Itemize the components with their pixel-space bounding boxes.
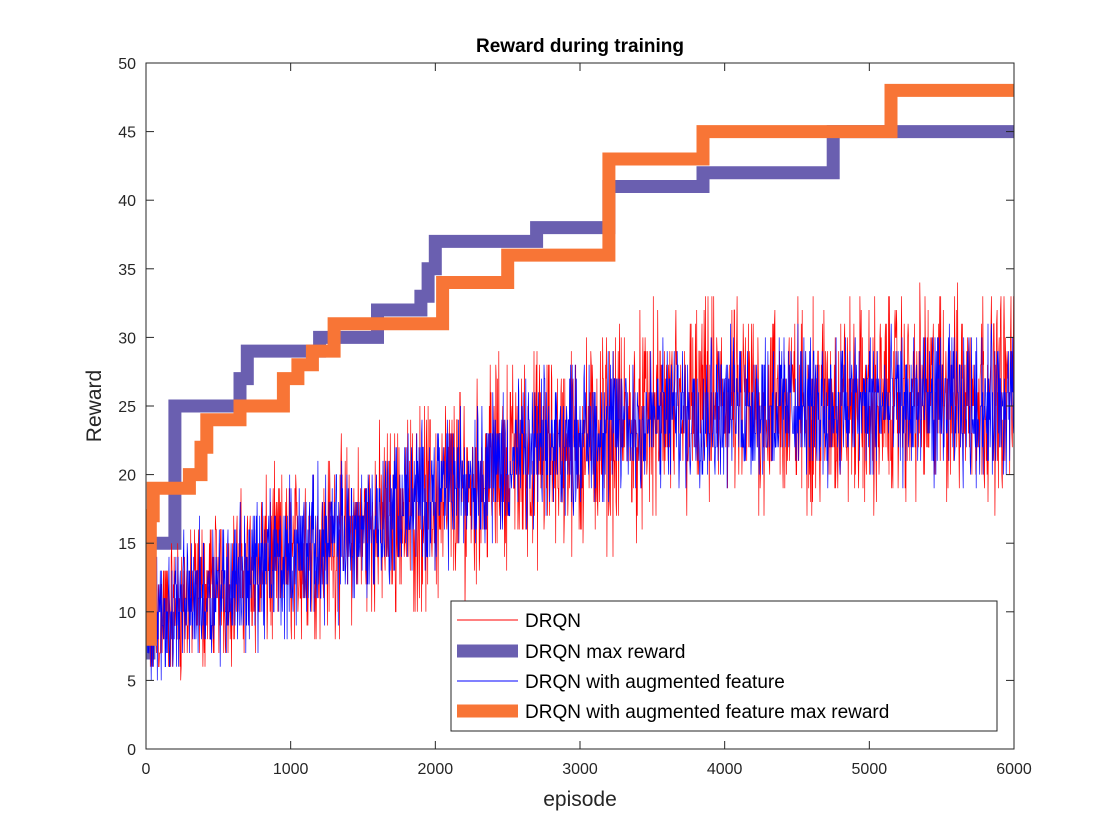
y-tick-label: 5 — [127, 673, 136, 690]
x-axis-label: episode — [543, 788, 617, 811]
legend-label-drqn-with-augmented-feature-max-reward: DRQN with augmented feature max reward — [525, 702, 889, 723]
series-drqn-with-augmented-feature-line — [146, 323, 1014, 681]
legend-box — [450, 600, 998, 732]
x-tick-label: 2000 — [418, 761, 454, 778]
x-tick-label: 0 — [142, 761, 151, 778]
y-tick-label: 10 — [118, 605, 136, 622]
legend-label-drqn: DRQN — [525, 611, 581, 632]
legend-label-drqn-max-reward: DRQN max reward — [525, 642, 685, 663]
y-tick-label: 15 — [118, 536, 136, 553]
y-axis-label: Reward — [83, 370, 106, 442]
chart-title: Reward during training — [476, 36, 684, 57]
x-tick-label: 5000 — [852, 761, 888, 778]
series-drqn-with-augmented-feature-max-reward-line — [146, 83, 1014, 646]
y-tick-label: 35 — [118, 262, 136, 279]
y-tick-label: 45 — [118, 125, 136, 142]
legend-label-drqn-with-augmented-feature: DRQN with augmented feature — [525, 672, 785, 693]
x-tick-label: 4000 — [707, 761, 743, 778]
y-tick-label: 40 — [118, 193, 136, 210]
x-tick-label: 3000 — [562, 761, 598, 778]
legend: DRQN DRQN max reward DRQN with augmented f… — [450, 600, 998, 732]
y-tick-label: 25 — [118, 399, 136, 416]
x-tick-label: 6000 — [996, 761, 1032, 778]
series-drqn-max-reward-line — [146, 125, 1014, 660]
y-tick-label: 30 — [118, 330, 136, 347]
y-tick-label: 0 — [127, 742, 136, 759]
y-tick-label: 50 — [118, 56, 136, 73]
y-tick-label: 20 — [118, 468, 136, 485]
series-layer — [146, 83, 1014, 681]
ticks-layer: 0 1000 2000 3000 4000 5000 6000 0 5 10 15 20 25 30 35 4… — [118, 56, 1032, 778]
x-tick-label: 1000 — [273, 761, 309, 778]
